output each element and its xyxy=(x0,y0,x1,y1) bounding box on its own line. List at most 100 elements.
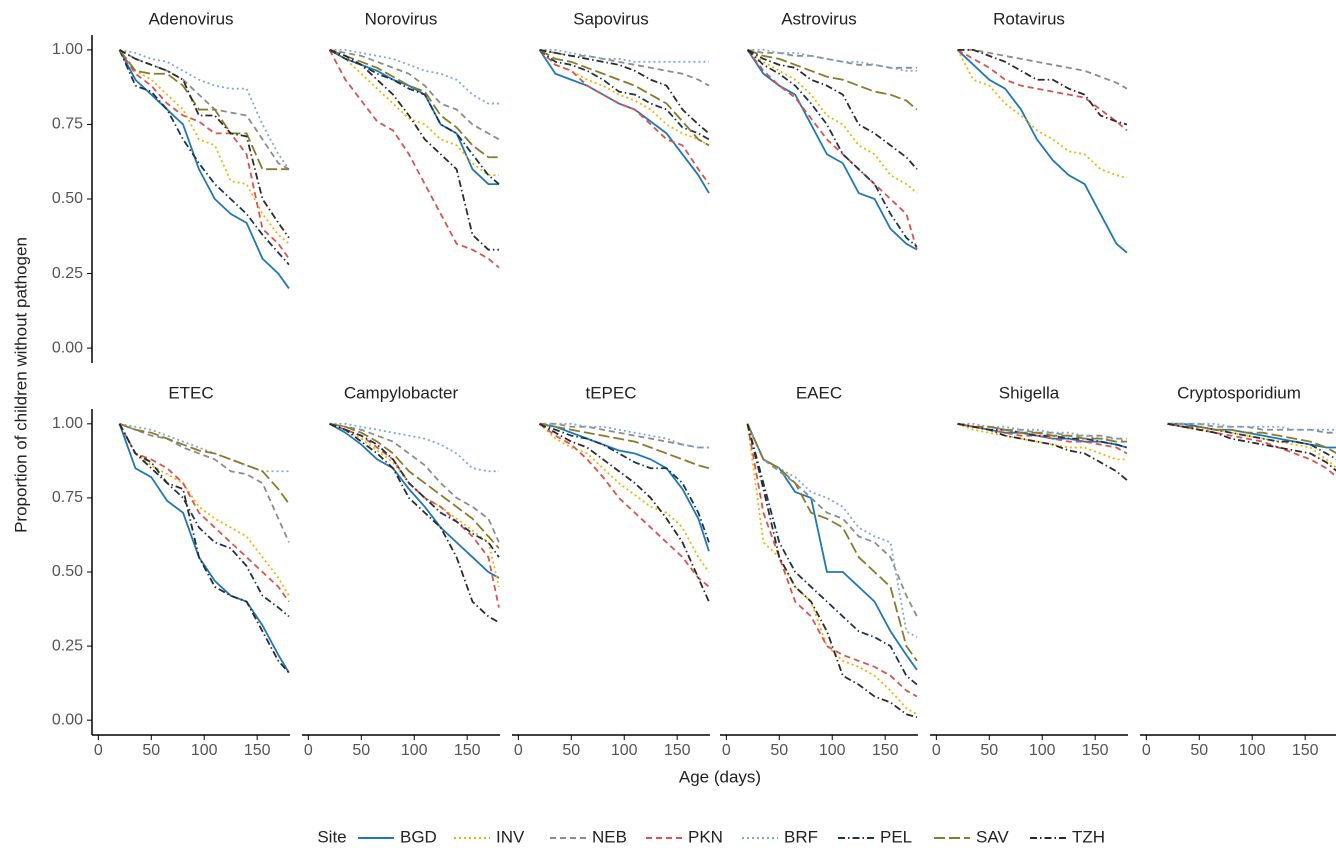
x-tick-label: 0 xyxy=(304,742,313,759)
survival-line xyxy=(539,49,709,63)
x-tick-label: 100 xyxy=(819,742,846,759)
survival-line xyxy=(329,422,500,549)
survival-line xyxy=(746,423,918,638)
panel-title: Norovirus xyxy=(365,9,438,28)
survival-line xyxy=(118,49,289,171)
survival-line xyxy=(746,49,918,251)
x-tick-label: 0 xyxy=(722,742,731,759)
x-tick-label: 50 xyxy=(1190,742,1208,759)
y-tick-label: 0.00 xyxy=(52,339,83,356)
survival-line xyxy=(747,49,918,170)
survival-line xyxy=(957,422,1128,481)
panel-title: Adenovirus xyxy=(148,9,233,28)
survival-line xyxy=(118,423,290,674)
survival-line xyxy=(538,49,710,185)
survival-line xyxy=(119,422,290,543)
panel-title: Sapovirus xyxy=(573,9,649,28)
survival-line xyxy=(538,423,710,588)
survival-line xyxy=(956,49,1128,179)
x-tick-label: 100 xyxy=(611,742,638,759)
survival-line xyxy=(539,422,709,449)
survival-line xyxy=(746,423,918,698)
y-axis-label: Proportion of children without pathogen xyxy=(11,237,30,533)
survival-line xyxy=(957,49,1128,132)
panel-title: Campylobacter xyxy=(344,383,459,402)
x-tick-label: 150 xyxy=(1082,742,1109,759)
legend-label: BRF xyxy=(784,827,818,846)
panel-title: Rotavirus xyxy=(993,9,1065,28)
survival-line xyxy=(119,49,290,170)
legend-label: BGD xyxy=(400,827,437,846)
survival-line xyxy=(538,423,710,573)
panel-title: EAEC xyxy=(796,383,842,402)
survival-line xyxy=(539,49,710,135)
survival-line xyxy=(118,49,290,266)
survival-line xyxy=(1167,422,1336,478)
survival-line xyxy=(329,49,500,141)
survival-line xyxy=(746,423,918,719)
survival-line xyxy=(1167,422,1336,431)
survival-line xyxy=(538,49,710,141)
survival-line xyxy=(539,422,710,552)
survival-line xyxy=(1167,422,1336,472)
legend-label: PKN xyxy=(688,827,723,846)
y-tick-label: 0.75 xyxy=(52,489,83,506)
survival-line xyxy=(329,422,500,608)
survival-line xyxy=(118,423,290,618)
x-tick-label: 150 xyxy=(454,742,481,759)
survival-line xyxy=(746,49,918,248)
panel-title: Shigella xyxy=(999,383,1060,402)
survival-line xyxy=(118,49,290,289)
panel-title: Astrovirus xyxy=(781,9,857,28)
survival-line xyxy=(957,422,1127,461)
survival-line xyxy=(329,422,499,473)
x-tick-label: 150 xyxy=(664,742,691,759)
survival-line xyxy=(329,49,499,105)
x-tick-label: 100 xyxy=(1239,742,1266,759)
x-tick-label: 100 xyxy=(191,742,218,759)
survival-line xyxy=(329,49,499,177)
x-tick-label: 100 xyxy=(1029,742,1056,759)
x-tick-label: 150 xyxy=(872,742,899,759)
y-tick-label: 0.25 xyxy=(52,265,83,282)
survival-line xyxy=(118,423,290,603)
survival-line xyxy=(329,49,499,251)
survival-line xyxy=(329,422,500,558)
survival-line xyxy=(539,422,710,543)
survival-line xyxy=(329,49,499,159)
survival-line xyxy=(746,423,918,686)
survival-line xyxy=(118,49,290,260)
x-tick-label: 50 xyxy=(142,742,160,759)
survival-line xyxy=(746,423,918,617)
survival-line xyxy=(747,49,918,111)
x-tick-label: 50 xyxy=(352,742,370,759)
y-tick-label: 0.75 xyxy=(52,116,83,133)
survival-line xyxy=(746,49,918,194)
y-tick-label: 0.25 xyxy=(52,637,83,654)
x-tick-label: 0 xyxy=(94,742,103,759)
x-tick-label: 0 xyxy=(932,742,941,759)
x-tick-label: 50 xyxy=(980,742,998,759)
survival-line xyxy=(1167,422,1336,460)
survival-line xyxy=(539,49,710,147)
x-tick-label: 100 xyxy=(401,742,428,759)
survival-line xyxy=(118,49,290,245)
legend-label: INV xyxy=(496,827,525,846)
x-axis-label: Age (days) xyxy=(679,767,761,786)
survival-line xyxy=(539,423,710,603)
survival-line xyxy=(119,49,290,239)
survival-line xyxy=(329,422,500,624)
legend-title: Site xyxy=(317,827,346,846)
x-tick-label: 50 xyxy=(770,742,788,759)
survival-line xyxy=(119,422,290,505)
survival-line xyxy=(329,422,500,543)
y-tick-label: 0.50 xyxy=(52,563,83,580)
legend-label: NEB xyxy=(592,827,627,846)
y-tick-label: 1.00 xyxy=(52,415,83,432)
survival-line xyxy=(956,49,1128,254)
survival-line xyxy=(957,49,1128,90)
survival-line xyxy=(746,49,918,250)
survival-line xyxy=(746,423,918,662)
survival-line xyxy=(118,423,290,674)
